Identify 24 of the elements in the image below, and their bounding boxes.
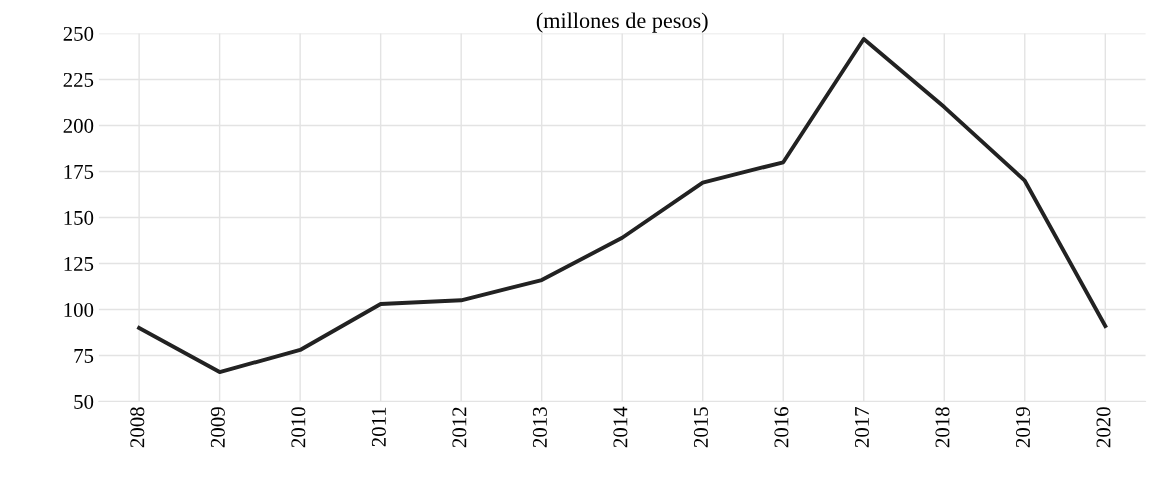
y-tick-label: 250 (63, 26, 94, 41)
y-tick-label: 125 (64, 256, 94, 271)
x-tick-label: 2011 (371, 407, 386, 447)
y-tick-label: 50 (74, 394, 94, 409)
x-tick-label: 2017 (854, 406, 869, 448)
x-tick-label: 2015 (693, 407, 708, 448)
x-tick-label: 2018 (935, 407, 950, 448)
y-tick-label: 75 (74, 349, 94, 363)
x-tick-label: 2019 (1015, 407, 1030, 448)
y-tick-label: 100 (64, 302, 94, 317)
line-series (137, 37, 1108, 375)
x-tick-label: 2009 (210, 407, 225, 448)
y-tick-label: 150 (64, 210, 94, 225)
x-tick-label: 2013 (532, 407, 547, 448)
x-tick-label: 2012 (452, 407, 467, 448)
y-tick-label: 225 (63, 72, 94, 87)
y-tick-label: 175 (64, 164, 94, 179)
x-tick-label: 2010 (291, 407, 306, 448)
chart-title: (millones de pesos) (536, 12, 708, 33)
x-tick-label: 2014 (613, 406, 628, 448)
x-tick-label: 2020 (1096, 407, 1111, 448)
y-tick-label: 200 (63, 118, 94, 133)
x-tick-label: 2008 (130, 407, 145, 448)
x-tick-label: 2016 (774, 407, 789, 448)
